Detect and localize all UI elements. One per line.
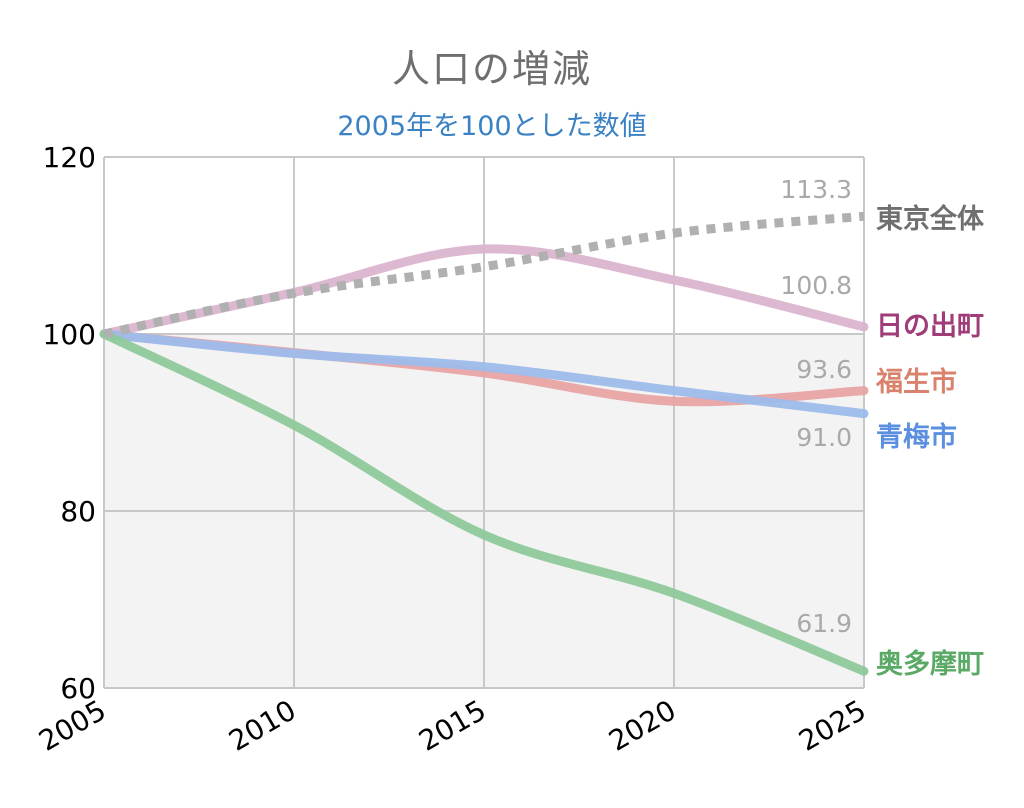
series-line-青梅市 bbox=[99, 329, 869, 419]
x-tick-label: 2025 bbox=[793, 693, 871, 757]
series-name-label: 奥多摩町 bbox=[876, 648, 984, 680]
series-name-label: 福生市 bbox=[875, 366, 957, 398]
x-tick-label: 2015 bbox=[413, 693, 491, 757]
end-value-label: 100.8 bbox=[780, 271, 852, 300]
series-name-label: 東京全体 bbox=[876, 203, 985, 235]
series-line-日の出町 bbox=[99, 244, 869, 339]
series-name-label: 青梅市 bbox=[876, 421, 957, 453]
series-line-奥多摩町 bbox=[99, 329, 869, 676]
end-value-label: 61.9 bbox=[796, 609, 852, 638]
x-tick-label: 2020 bbox=[603, 693, 681, 757]
y-tick-label: 120 bbox=[43, 141, 96, 174]
x-tick-label: 2010 bbox=[223, 693, 301, 757]
y-tick-label: 100 bbox=[43, 318, 96, 351]
end-value-label: 91.0 bbox=[796, 423, 852, 452]
chart-title: 人口の増減 bbox=[391, 47, 592, 91]
end-value-label: 113.3 bbox=[780, 175, 852, 204]
chart-subtitle: 2005年を100とした数値 bbox=[337, 111, 647, 142]
y-tick-label: 80 bbox=[60, 495, 96, 528]
end-value-label: 93.6 bbox=[796, 355, 852, 384]
y-tick-label: 60 bbox=[60, 672, 96, 705]
series-name-label: 日の出町 bbox=[876, 311, 984, 342]
